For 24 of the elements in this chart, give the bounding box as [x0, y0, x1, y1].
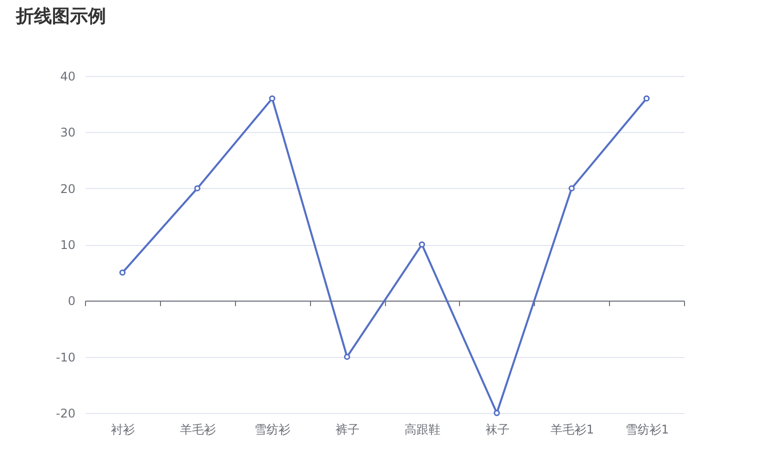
- y-tick-label: 20: [60, 182, 76, 196]
- point: [269, 95, 276, 102]
- point: [494, 410, 500, 416]
- y-tick-label: 10: [60, 238, 76, 252]
- y-tick-label: -10: [56, 350, 76, 364]
- y-tick-label: 40: [60, 70, 76, 84]
- y-tick-label: 30: [60, 126, 76, 140]
- y-tick-label: -20: [56, 406, 76, 420]
- point: [194, 185, 200, 192]
- x-tick-label: 雪纺衫: [254, 422, 291, 436]
- x-tick-label: 衬衫: [110, 422, 135, 436]
- point: [418, 241, 426, 248]
- x-tick-label: 羊毛衫: [180, 422, 216, 436]
- x-tick-label: 袜子: [485, 422, 510, 436]
- point: [344, 354, 350, 360]
- x-tick-label: 羊毛衫1: [550, 422, 594, 436]
- point: [643, 95, 650, 102]
- x-tick-label: 高跟鞋: [404, 422, 440, 436]
- point: [119, 269, 126, 276]
- point: [568, 185, 575, 192]
- chart-title: 折线图示例: [15, 6, 106, 27]
- x-tick-label: 裤子: [336, 422, 360, 436]
- x-tick-label: 雪纺衫1: [625, 422, 669, 436]
- y-tick-label: 0: [68, 294, 76, 308]
